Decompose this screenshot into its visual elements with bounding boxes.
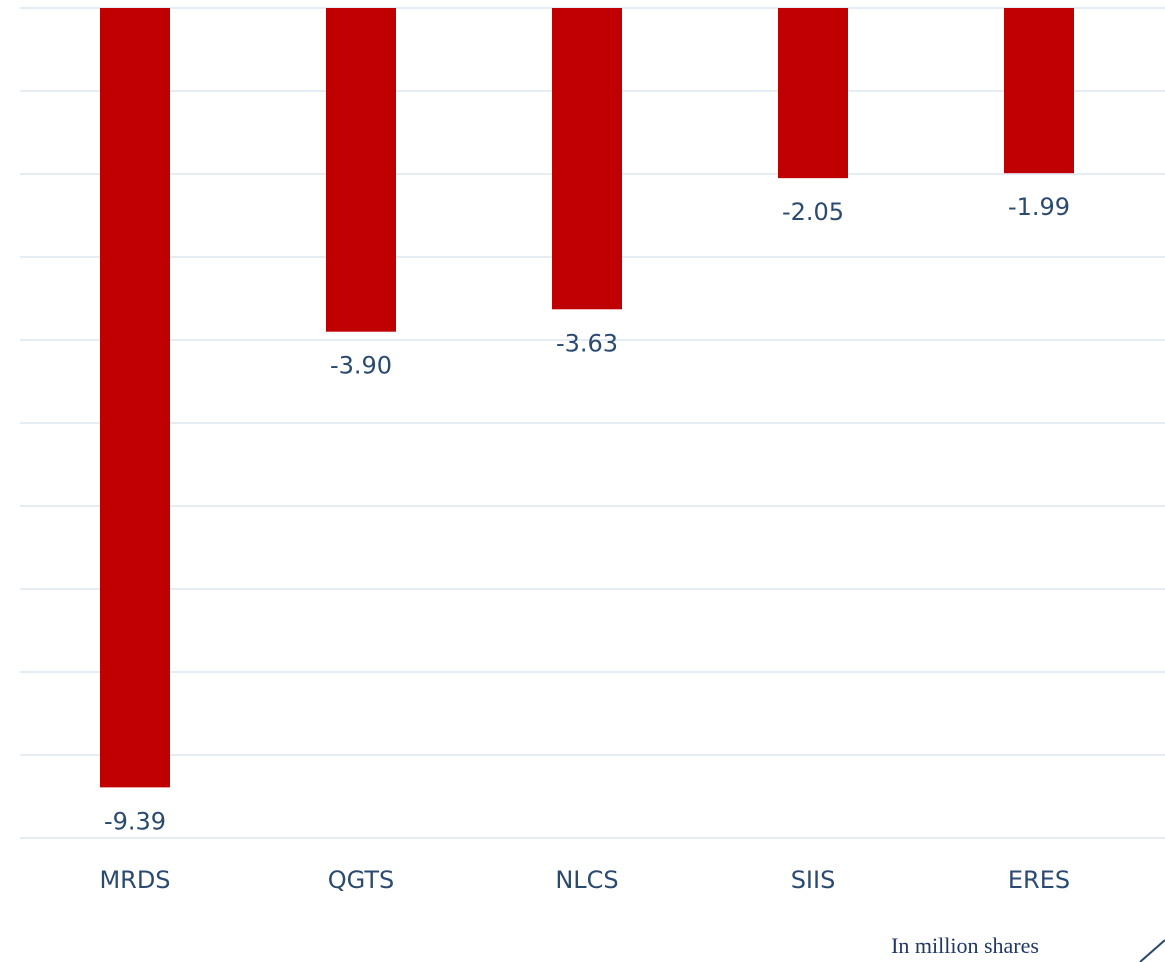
decoration (1139, 939, 1165, 962)
data-label: -3.63 (556, 329, 618, 357)
bar (100, 8, 170, 788)
data-label: -2.05 (782, 198, 844, 226)
data-label: -9.39 (104, 807, 166, 835)
x-tick-label: NLCS (555, 866, 618, 894)
bar (778, 8, 848, 179)
bar (326, 8, 396, 332)
bar (552, 8, 622, 310)
x-tick-label: ERES (1008, 866, 1070, 894)
data-label: -1.99 (1008, 193, 1070, 221)
data-label: -3.90 (330, 352, 392, 380)
x-tick-label: QGTS (328, 866, 395, 894)
x-tick-label: MRDS (99, 866, 170, 894)
bar (1004, 8, 1074, 174)
x-tick-label: SIIS (791, 866, 836, 894)
annotation: In million shares (891, 933, 1039, 958)
